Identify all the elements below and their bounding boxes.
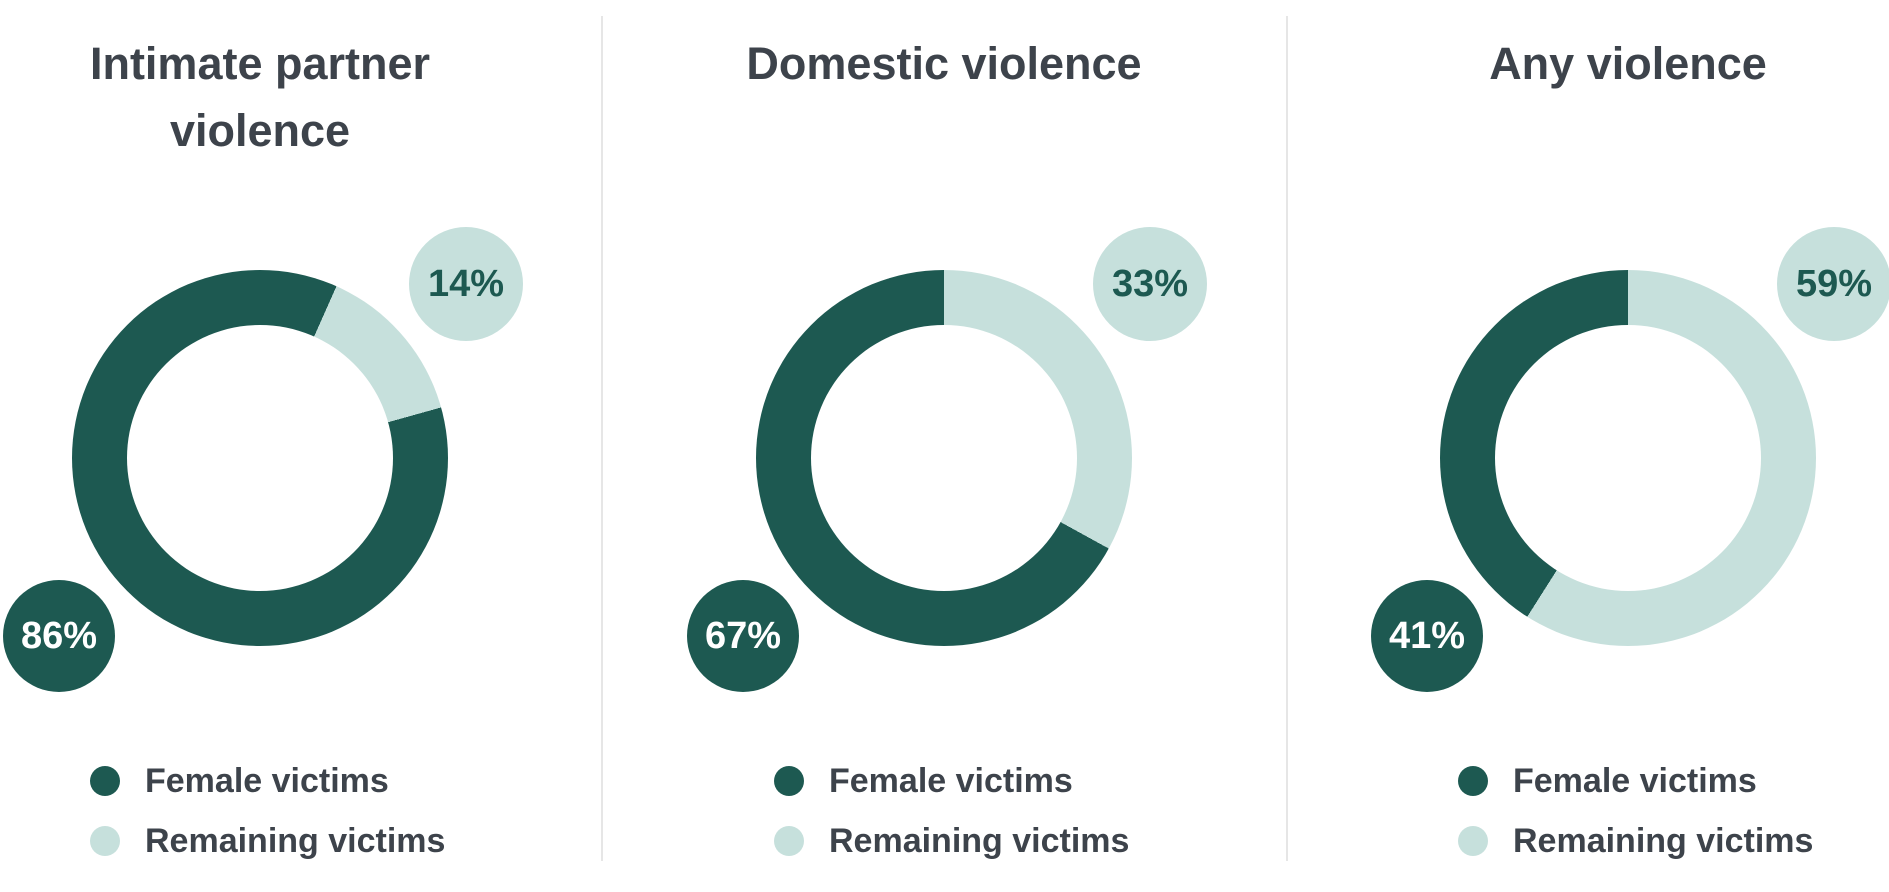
donut-hole: [1495, 325, 1761, 591]
legend: Female victims Remaining victims: [774, 762, 1194, 886]
remaining-victims-pct-bubble: 14%: [409, 227, 523, 341]
chart-title: Domestic violence: [674, 30, 1214, 97]
female-victims-swatch-icon: [90, 766, 120, 796]
chart-title-line: Domestic violence: [746, 38, 1142, 89]
chart-title-line: Any violence: [1489, 38, 1767, 89]
female-victims-swatch-icon: [1458, 766, 1488, 796]
legend-label: Remaining victims: [145, 822, 446, 860]
donut-chart: [1440, 270, 1816, 646]
panel-divider: [1286, 16, 1288, 861]
legend-label: Female victims: [1513, 762, 1757, 800]
legend: Female victims Remaining victims: [90, 762, 510, 886]
chart-title-line: violence: [169, 105, 351, 156]
chart-panel-any-violence: Any violence 59% 41% Female victims Rema…: [1328, 0, 1889, 892]
female-victims-pct-bubble: 67%: [687, 580, 799, 692]
legend-item-female-victims: Female victims: [774, 762, 1194, 800]
female-victims-swatch-icon: [774, 766, 804, 796]
female-victims-pct-label: 41%: [1388, 614, 1466, 657]
legend-label: Female victims: [145, 762, 389, 800]
legend-item-remaining-victims: Remaining victims: [774, 822, 1194, 860]
chart-title: Any violence: [1358, 30, 1889, 97]
remaining-victims-pct-label: 33%: [1111, 262, 1189, 305]
female-victims-pct-label: 67%: [704, 614, 782, 657]
legend-item-remaining-victims: Remaining victims: [90, 822, 510, 860]
legend-item-female-victims: Female victims: [90, 762, 510, 800]
donut-hole: [811, 325, 1077, 591]
legend-label: Remaining victims: [1513, 822, 1814, 860]
legend-item-remaining-victims: Remaining victims: [1458, 822, 1878, 860]
donut-hole: [127, 325, 393, 591]
female-victims-pct-bubble: 86%: [3, 580, 115, 692]
legend-label: Female victims: [829, 762, 1073, 800]
remaining-victims-swatch-icon: [774, 826, 804, 856]
female-victims-pct-bubble: 41%: [1371, 580, 1483, 692]
remaining-victims-pct-bubble: 33%: [1093, 227, 1207, 341]
chart-title-line: Intimate partner: [89, 38, 431, 89]
chart-panel-intimate-partner-violence: Intimate partner violence 14% 86% Female…: [0, 0, 560, 892]
remaining-victims-swatch-icon: [1458, 826, 1488, 856]
chart-title: Intimate partner violence: [0, 30, 530, 164]
legend-item-female-victims: Female victims: [1458, 762, 1878, 800]
remaining-victims-pct-label: 14%: [427, 262, 505, 305]
chart-panel-domestic-violence: Domestic violence 33% 67% Female victims…: [644, 0, 1244, 892]
female-victims-pct-label: 86%: [20, 614, 98, 657]
remaining-victims-pct-label: 59%: [1795, 262, 1873, 305]
legend-label: Remaining victims: [829, 822, 1130, 860]
legend: Female victims Remaining victims: [1458, 762, 1878, 886]
panel-divider: [601, 16, 603, 861]
remaining-victims-pct-bubble: 59%: [1777, 227, 1889, 341]
remaining-victims-swatch-icon: [90, 826, 120, 856]
donut-chart: [756, 270, 1132, 646]
donut-chart: [72, 270, 448, 646]
